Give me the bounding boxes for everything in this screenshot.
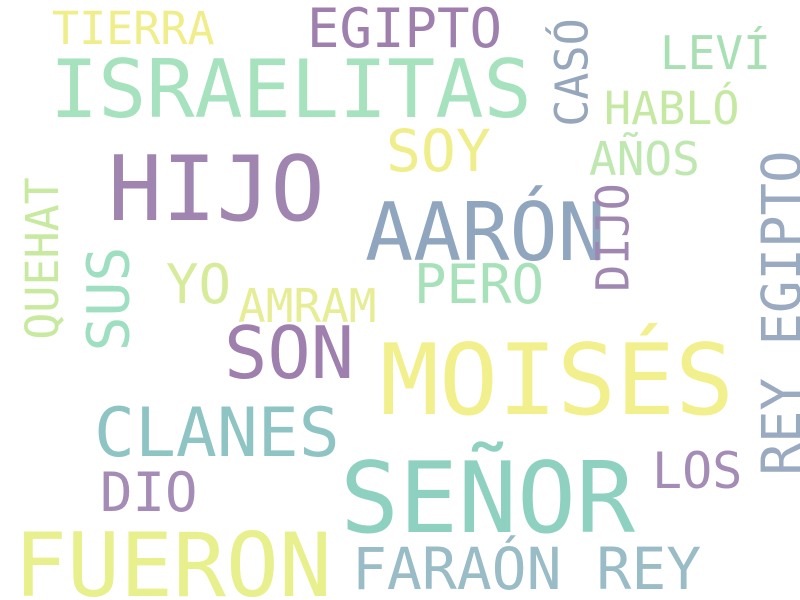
- word-hijo: HIJO: [108, 137, 325, 242]
- word-faraon-rey: FARAÓN REY: [352, 535, 702, 600]
- word-caso: CASÓ: [545, 18, 599, 127]
- word-dijo: DIJO: [586, 183, 640, 292]
- word-hablo: HABLÓ: [604, 82, 740, 135]
- word-los: LOS: [652, 442, 743, 500]
- word-dio: DIO: [100, 461, 198, 524]
- word-soy: SOY: [386, 117, 491, 185]
- word-rey-egipto: REY EGIPTO: [750, 150, 800, 476]
- word-tierra: TIERRA: [52, 2, 215, 55]
- word-fueron: FUERON: [14, 514, 332, 600]
- word-clanes: CLANES: [94, 394, 340, 473]
- word-sus: SUS: [74, 246, 143, 352]
- word-egipto: EGIPTO: [307, 0, 503, 60]
- word-levi: LEVÍ: [660, 26, 771, 80]
- word-aaron: AARÓN: [365, 186, 606, 279]
- word-senor: SEÑOR: [340, 442, 636, 556]
- word-son: SON: [224, 311, 355, 395]
- word-pero: PERO: [414, 253, 545, 316]
- word-quehat: QUEHAT: [15, 177, 69, 340]
- word-yo: YO: [166, 253, 232, 316]
- word-israelitas: ISRAELITAS: [50, 43, 532, 136]
- word-moises: MOISÉS: [380, 324, 735, 438]
- word-amram: AMRAM: [238, 279, 377, 333]
- word-anos: AÑOS: [589, 132, 700, 186]
